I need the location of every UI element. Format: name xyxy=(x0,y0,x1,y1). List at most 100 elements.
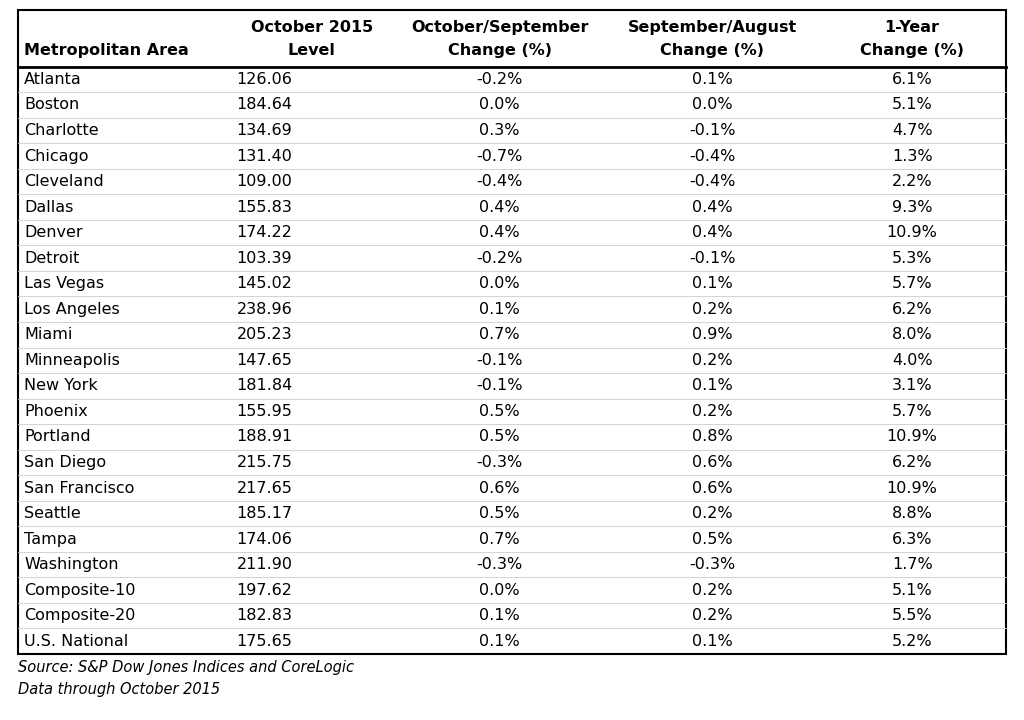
Text: -0.1%: -0.1% xyxy=(476,353,523,368)
Text: 1-Year: 1-Year xyxy=(885,19,940,35)
Text: 0.2%: 0.2% xyxy=(692,353,732,368)
Text: Change (%): Change (%) xyxy=(660,43,764,58)
Text: September/August: September/August xyxy=(628,19,797,35)
Text: Cleveland: Cleveland xyxy=(24,174,103,189)
Text: 147.65: 147.65 xyxy=(237,353,292,368)
Text: -0.4%: -0.4% xyxy=(476,174,523,189)
Text: Dallas: Dallas xyxy=(24,199,74,215)
Text: 2.2%: 2.2% xyxy=(892,174,933,189)
Text: -0.1%: -0.1% xyxy=(689,251,735,266)
Text: 5.2%: 5.2% xyxy=(892,634,933,649)
Text: -0.3%: -0.3% xyxy=(689,557,735,572)
Text: October/September: October/September xyxy=(411,19,589,35)
Text: Detroit: Detroit xyxy=(24,251,80,266)
Text: October 2015: October 2015 xyxy=(251,19,373,35)
Text: 6.2%: 6.2% xyxy=(892,455,933,470)
Text: -0.4%: -0.4% xyxy=(689,174,735,189)
Text: Charlotte: Charlotte xyxy=(24,123,98,138)
Text: Los Angeles: Los Angeles xyxy=(24,302,120,317)
Text: 0.2%: 0.2% xyxy=(692,404,732,419)
Text: 109.00: 109.00 xyxy=(237,174,292,189)
Text: 184.64: 184.64 xyxy=(237,97,293,112)
Text: -0.4%: -0.4% xyxy=(689,148,735,163)
Text: Minneapolis: Minneapolis xyxy=(24,353,120,368)
Text: 0.0%: 0.0% xyxy=(479,276,520,291)
Text: 0.7%: 0.7% xyxy=(479,328,520,342)
Text: 6.1%: 6.1% xyxy=(892,72,933,87)
Text: 10.9%: 10.9% xyxy=(887,429,938,444)
Text: 174.06: 174.06 xyxy=(237,531,292,546)
Text: 6.2%: 6.2% xyxy=(892,302,933,317)
Text: 215.75: 215.75 xyxy=(237,455,292,470)
Text: 188.91: 188.91 xyxy=(237,429,293,444)
Text: 5.1%: 5.1% xyxy=(892,97,933,112)
Text: 182.83: 182.83 xyxy=(237,608,293,624)
Text: 0.5%: 0.5% xyxy=(479,404,520,419)
Text: 0.1%: 0.1% xyxy=(691,634,732,649)
Text: 145.02: 145.02 xyxy=(237,276,292,291)
Text: 155.95: 155.95 xyxy=(237,404,292,419)
Text: 0.2%: 0.2% xyxy=(692,582,732,598)
Text: 0.6%: 0.6% xyxy=(692,480,732,495)
Text: 155.83: 155.83 xyxy=(237,199,292,215)
Text: 0.0%: 0.0% xyxy=(479,582,520,598)
Text: Phoenix: Phoenix xyxy=(24,404,88,419)
Text: 0.1%: 0.1% xyxy=(691,379,732,393)
Text: 8.8%: 8.8% xyxy=(892,506,933,521)
Text: U.S. National: U.S. National xyxy=(24,634,128,649)
Text: 4.7%: 4.7% xyxy=(892,123,933,138)
Text: 0.1%: 0.1% xyxy=(479,608,520,624)
Text: Composite-10: Composite-10 xyxy=(24,582,135,598)
Text: 1.7%: 1.7% xyxy=(892,557,933,572)
Text: 10.9%: 10.9% xyxy=(887,480,938,495)
Text: Denver: Denver xyxy=(24,225,83,240)
Text: 197.62: 197.62 xyxy=(237,582,292,598)
Text: 131.40: 131.40 xyxy=(237,148,292,163)
Text: 185.17: 185.17 xyxy=(237,506,293,521)
Text: 0.1%: 0.1% xyxy=(691,276,732,291)
Text: 181.84: 181.84 xyxy=(237,379,293,393)
Text: 0.7%: 0.7% xyxy=(479,531,520,546)
Text: Data through October 2015: Data through October 2015 xyxy=(18,682,220,697)
Text: -0.3%: -0.3% xyxy=(476,557,523,572)
Text: 0.6%: 0.6% xyxy=(479,480,520,495)
Text: 0.3%: 0.3% xyxy=(479,123,520,138)
Text: 8.0%: 8.0% xyxy=(892,328,933,342)
Text: 0.6%: 0.6% xyxy=(692,455,732,470)
Text: 6.3%: 6.3% xyxy=(892,531,933,546)
Text: New York: New York xyxy=(24,379,97,393)
Text: Seattle: Seattle xyxy=(24,506,81,521)
Text: Chicago: Chicago xyxy=(24,148,88,163)
Text: 0.5%: 0.5% xyxy=(479,429,520,444)
Text: 238.96: 238.96 xyxy=(237,302,292,317)
Text: 134.69: 134.69 xyxy=(237,123,292,138)
Text: 5.7%: 5.7% xyxy=(892,276,933,291)
Text: Tampa: Tampa xyxy=(24,531,77,546)
Text: 5.5%: 5.5% xyxy=(892,608,933,624)
Text: 0.0%: 0.0% xyxy=(479,97,520,112)
Text: 175.65: 175.65 xyxy=(237,634,292,649)
Text: Composite-20: Composite-20 xyxy=(24,608,135,624)
Text: 205.23: 205.23 xyxy=(237,328,292,342)
Text: 0.4%: 0.4% xyxy=(692,199,732,215)
Text: Miami: Miami xyxy=(24,328,73,342)
Text: San Diego: San Diego xyxy=(24,455,106,470)
Text: -0.2%: -0.2% xyxy=(476,72,523,87)
Text: Atlanta: Atlanta xyxy=(24,72,82,87)
Text: 0.1%: 0.1% xyxy=(479,302,520,317)
Text: Boston: Boston xyxy=(24,97,79,112)
Text: 9.3%: 9.3% xyxy=(892,199,933,215)
Text: -0.7%: -0.7% xyxy=(476,148,523,163)
Text: -0.2%: -0.2% xyxy=(476,251,523,266)
Text: 211.90: 211.90 xyxy=(237,557,293,572)
Text: 5.7%: 5.7% xyxy=(892,404,933,419)
Text: -0.1%: -0.1% xyxy=(476,379,523,393)
Text: Las Vegas: Las Vegas xyxy=(24,276,104,291)
Text: 3.1%: 3.1% xyxy=(892,379,933,393)
Text: 0.1%: 0.1% xyxy=(691,72,732,87)
Text: Level: Level xyxy=(288,43,336,58)
Text: Washington: Washington xyxy=(24,557,119,572)
Text: 103.39: 103.39 xyxy=(237,251,292,266)
Text: 0.5%: 0.5% xyxy=(479,506,520,521)
Text: 0.9%: 0.9% xyxy=(692,328,732,342)
